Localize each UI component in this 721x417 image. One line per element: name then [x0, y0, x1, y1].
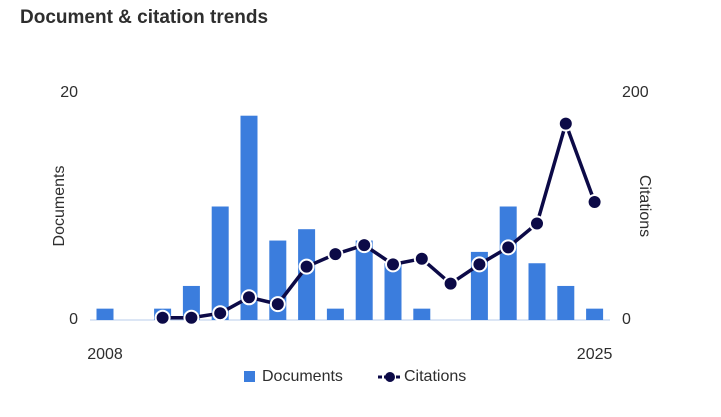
- y-tick-label: 20: [60, 84, 78, 101]
- bar: [413, 308, 431, 320]
- bar: [557, 285, 575, 320]
- bar: [384, 263, 402, 320]
- chart-title: Document & citation trends: [20, 7, 268, 28]
- point: [500, 239, 517, 256]
- legend-label: Documents: [262, 368, 343, 385]
- point: [269, 296, 286, 313]
- point: [298, 258, 315, 275]
- point: [442, 275, 459, 292]
- legend-label: Citations: [404, 368, 466, 385]
- bar: [586, 308, 604, 320]
- y2-axis-label: Citations: [636, 175, 653, 237]
- bar: [499, 206, 517, 320]
- point: [557, 115, 574, 132]
- bar: [96, 308, 114, 320]
- point: [241, 289, 257, 306]
- bar: [528, 263, 546, 320]
- x-tick-label: 2008: [87, 346, 123, 363]
- point: [327, 246, 344, 263]
- point: [356, 237, 373, 254]
- legend-swatch: [244, 371, 255, 382]
- point: [529, 215, 545, 232]
- x-tick-label: 2025: [577, 346, 613, 363]
- point: [183, 309, 200, 326]
- bar: [355, 240, 373, 320]
- bar: [326, 308, 344, 320]
- y2-tick-label: 200: [622, 84, 649, 101]
- legend-swatch: [385, 372, 395, 382]
- y2-tick-label: 0: [622, 311, 631, 328]
- bar: [240, 115, 258, 320]
- bar: [211, 206, 229, 320]
- point: [586, 193, 603, 210]
- point: [154, 309, 171, 326]
- line: [162, 118, 597, 320]
- point: [385, 256, 401, 273]
- point: [212, 305, 229, 322]
- point: [471, 256, 488, 273]
- y-axis-label: Documents: [51, 166, 68, 247]
- y-tick-label: 0: [69, 311, 78, 328]
- point: [413, 250, 430, 267]
